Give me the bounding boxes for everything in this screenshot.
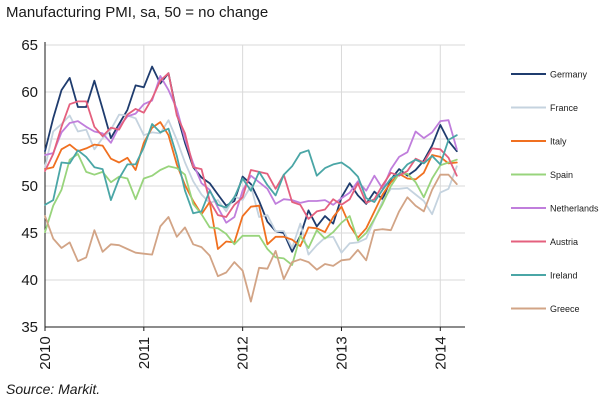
y-tick-label-55: 55 [21, 131, 38, 148]
series-lines [44, 65, 458, 303]
y-tick-label-65: 65 [21, 37, 38, 54]
legend-label-austria: Austria [550, 237, 578, 247]
legend-label-ireland: Ireland [550, 271, 578, 281]
series-line-spain [44, 153, 458, 266]
series-line-ireland [44, 123, 458, 215]
legend-label-italy: Italy [550, 137, 567, 147]
series-line-netherlands [44, 75, 458, 224]
x-tick-label-2011: 2011 [136, 337, 153, 369]
y-tick-label-60: 60 [21, 84, 38, 101]
x-tick-label-2013: 2013 [333, 336, 350, 369]
legend-label-netherlands: Netherlands [550, 204, 599, 214]
x-tick-label-2010: 2010 [37, 336, 54, 369]
y-tick-label-35: 35 [21, 319, 38, 336]
legend-label-germany: Germany [550, 70, 588, 80]
y-tick-label-50: 50 [21, 178, 38, 195]
legend-label-greece: Greece [550, 304, 580, 314]
chart-title: Manufacturing PMI, sa, 50 = no change [6, 4, 269, 21]
x-axis-tick-labels: 2010 2011 2012 2013 2014 [37, 336, 449, 369]
series-line-germany [44, 65, 458, 253]
x-tick-label-2014: 2014 [432, 336, 449, 369]
y-tick-label-40: 40 [21, 272, 38, 289]
legend-label-france: France [550, 103, 578, 113]
legend: Germany France Italy Spain Netherlands Austri… [511, 70, 599, 314]
y-axis-tick-labels: 35 40 45 50 55 60 65 [21, 37, 38, 336]
source-note: Source: Markit. [6, 381, 101, 397]
series-line-austria [44, 72, 458, 220]
legend-label-spain: Spain [550, 170, 573, 180]
grid-lines [44, 44, 465, 327]
axes [44, 42, 465, 331]
series-line-greece [44, 173, 458, 303]
y-tick-label-45: 45 [21, 225, 38, 242]
series-line-italy [44, 121, 458, 250]
x-tick-label-2012: 2012 [235, 336, 252, 369]
